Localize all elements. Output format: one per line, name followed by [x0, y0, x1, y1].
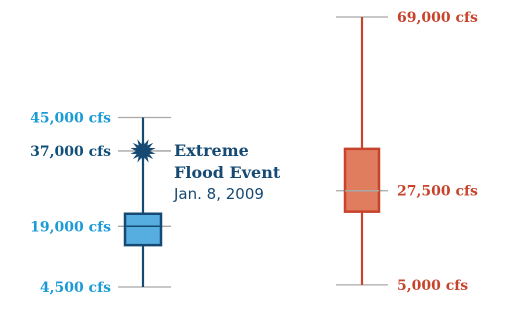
left-max-label: 45,000 cfs	[30, 110, 111, 126]
left-median-label: 19,000 cfs	[30, 219, 111, 235]
annotation-date: Jan. 8, 2009	[173, 185, 264, 203]
right-min-label: 5,000 cfs	[397, 278, 468, 294]
right-median-label: 27,500 cfs	[397, 184, 478, 200]
left-min-label: 4,500 cfs	[40, 280, 111, 296]
outlier-star-marker	[130, 137, 156, 164]
annotation-title-line-2: Flood Event	[174, 163, 281, 182]
annotation-title-line-1: Extreme	[174, 141, 249, 160]
left-box	[123, 212, 163, 247]
series-right: 69,000 cfs 27,500 cfs 5,000 cfs	[336, 10, 478, 294]
series-left: 45,000 cfs 37,000 cfs 19,000 cfs 4,500 c…	[30, 110, 281, 296]
left-outlier-label: 37,000 cfs	[30, 144, 111, 160]
right-box	[343, 147, 381, 213]
right-max-label: 69,000 cfs	[397, 10, 478, 26]
